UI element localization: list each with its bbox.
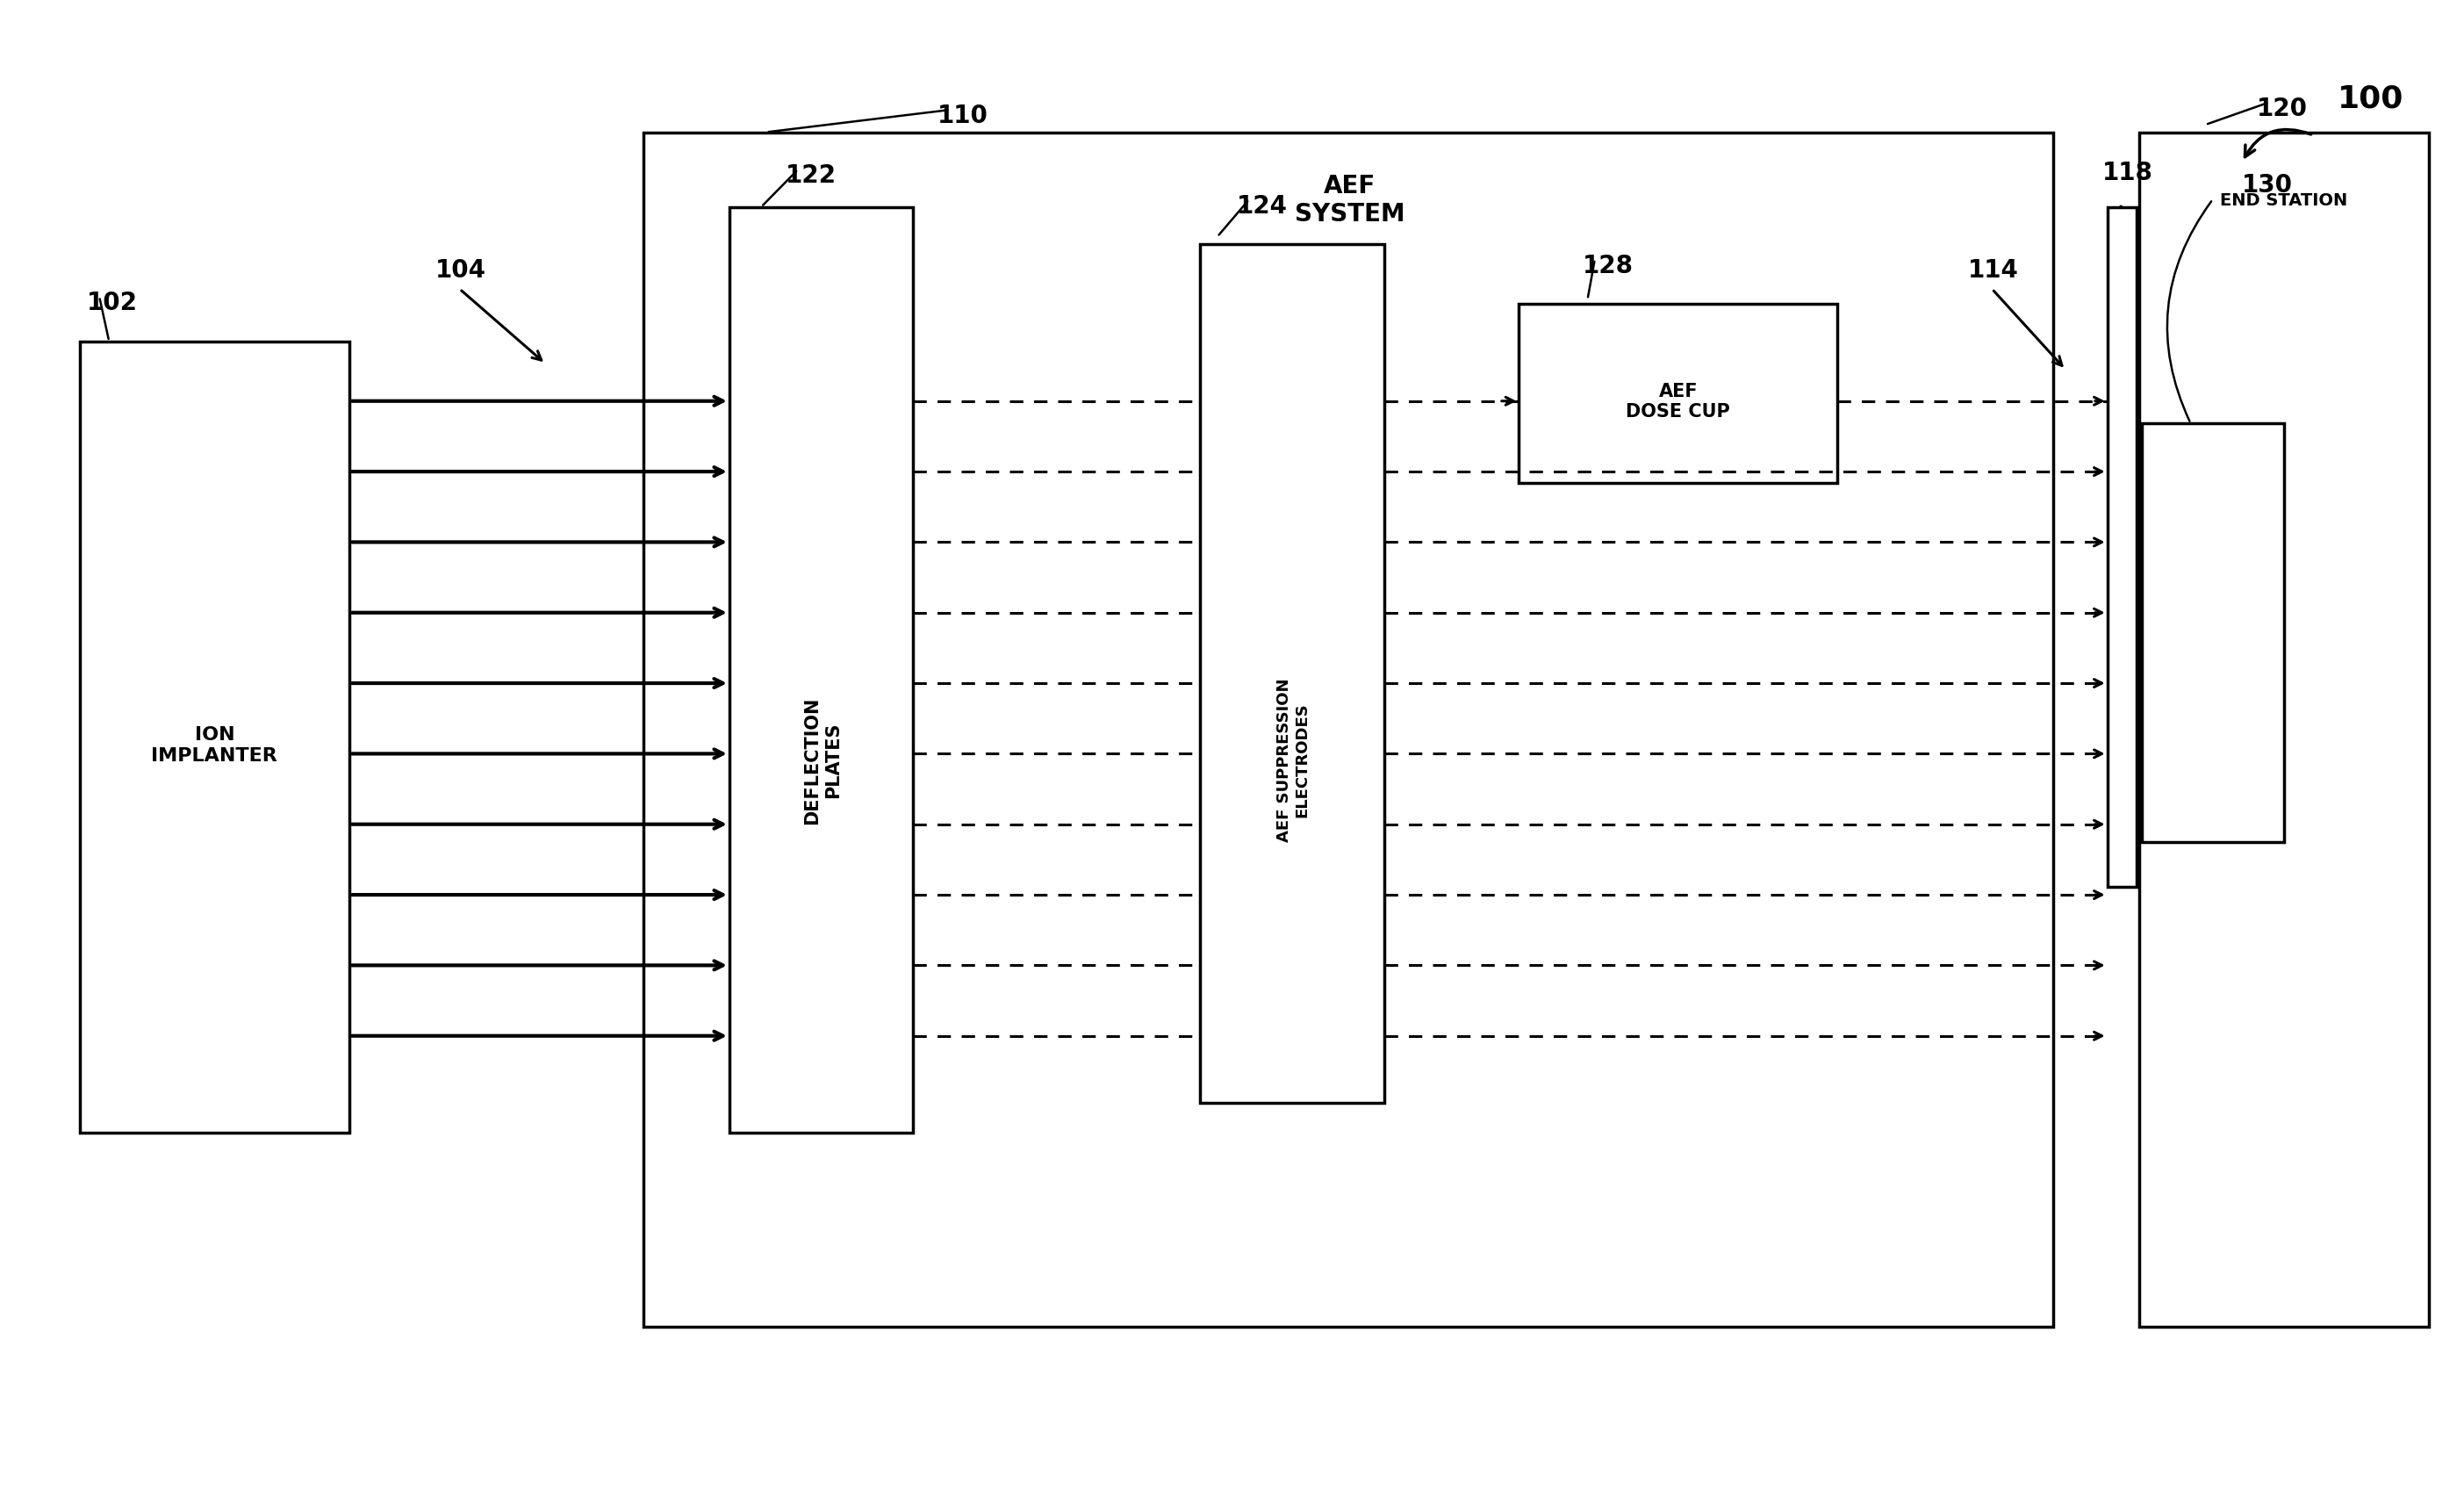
Text: DEFLECTION
PLATES: DEFLECTION PLATES [803,697,843,823]
Text: 118: 118 [2102,161,2154,185]
Text: 100: 100 [2338,84,2405,113]
Bar [2107,208,2136,886]
Text: 130: 130 [2242,173,2294,197]
Text: 120: 120 [2257,96,2309,120]
Text: AEF SUPPRESSION
ELECTRODES: AEF SUPPRESSION ELECTRODES [1276,679,1311,841]
Text: 122: 122 [786,164,838,188]
Text: AEF
SYSTEM: AEF SYSTEM [1294,173,1404,227]
Text: 128: 128 [1582,253,1634,278]
Text: END STATION: END STATION [2220,191,2348,209]
Bar [79,342,350,1133]
Text: 104: 104 [436,257,485,283]
Bar [2141,424,2284,843]
Text: 110: 110 [939,104,988,128]
Bar [729,208,914,1133]
Bar [1200,245,1385,1103]
Text: 102: 102 [86,290,138,315]
Text: 114: 114 [1969,257,2018,283]
Text: 124: 124 [1237,194,1289,218]
Bar [643,132,2053,1327]
Text: ION
IMPLANTER: ION IMPLANTER [150,725,278,765]
Text: AEF
DOSE CUP: AEF DOSE CUP [1626,382,1730,420]
Bar [1518,304,1838,483]
Bar [2139,132,2430,1327]
